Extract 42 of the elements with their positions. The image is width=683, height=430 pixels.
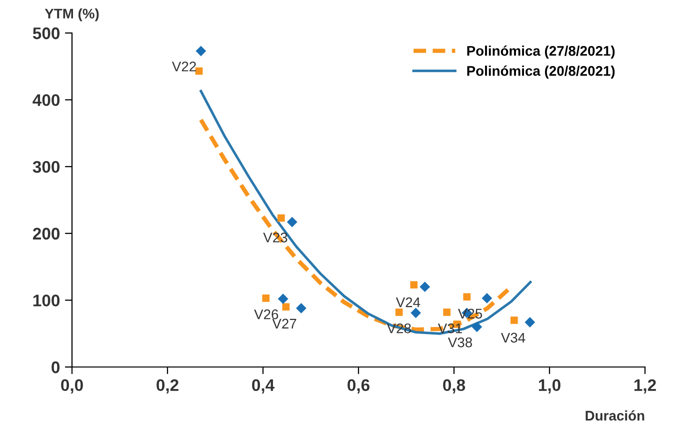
legend-label: Polinómica (27/8/2021) — [467, 46, 615, 59]
x-tick-label: 1,2 — [634, 379, 656, 394]
y-tick-label: 0 — [52, 361, 60, 374]
legend-label: Polinómica (20/8/2021) — [467, 66, 615, 79]
annotation: V24 — [396, 297, 420, 308]
point — [296, 303, 306, 314]
x-tick-label: 0,8 — [443, 379, 466, 394]
x-axis-title: Duración — [586, 410, 644, 421]
point — [410, 281, 418, 289]
point — [463, 293, 471, 301]
y-axis-title: YTM (%) — [44, 8, 99, 22]
annotation: V31 — [438, 323, 462, 334]
y-tick-label: 200 — [32, 228, 60, 240]
point — [443, 308, 451, 316]
x-tick-label: 0,0 — [61, 379, 83, 394]
y-tick-label: 300 — [32, 161, 60, 173]
point — [262, 294, 270, 302]
point — [195, 67, 203, 75]
point — [196, 46, 206, 56]
point — [410, 308, 421, 318]
x-tick-label: 0,4 — [252, 379, 274, 394]
x-tick-label: 1,0 — [538, 379, 560, 394]
point — [277, 214, 285, 222]
x-tick-label: 0,6 — [348, 379, 370, 394]
point — [472, 322, 482, 332]
annotation: V22 — [172, 62, 196, 72]
annotation: V27 — [272, 318, 296, 328]
point — [286, 216, 298, 228]
annotation: V34 — [500, 332, 526, 343]
point — [510, 316, 518, 324]
point — [278, 294, 288, 304]
point — [420, 282, 430, 292]
y-tick-label: 100 — [33, 294, 60, 306]
y-tick-label: 400 — [32, 94, 60, 106]
point — [282, 303, 290, 311]
annotation: V26 — [254, 309, 278, 320]
y-tick-label: 500 — [32, 27, 60, 40]
point — [395, 308, 403, 316]
point — [524, 317, 536, 328]
annotation: V38 — [448, 337, 472, 348]
point — [482, 293, 492, 304]
x-tick-label: 0,2 — [156, 379, 178, 394]
